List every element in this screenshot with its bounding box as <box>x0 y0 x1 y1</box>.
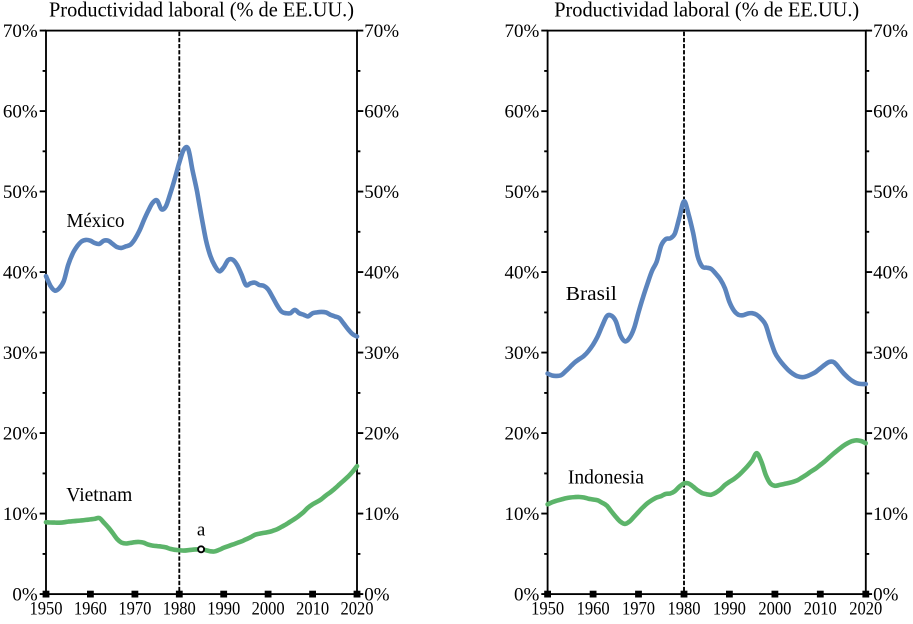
svg-text:40%: 40% <box>364 263 399 284</box>
svg-text:1980: 1980 <box>668 599 701 620</box>
svg-text:Indonesia: Indonesia <box>568 467 644 489</box>
svg-text:0%: 0% <box>873 585 899 606</box>
svg-text:1990: 1990 <box>207 599 240 620</box>
svg-text:60%: 60% <box>3 102 38 123</box>
svg-text:50%: 50% <box>3 182 38 203</box>
svg-text:20%: 20% <box>3 424 38 445</box>
svg-text:10%: 10% <box>873 504 908 525</box>
svg-text:50%: 50% <box>504 182 539 203</box>
svg-text:0%: 0% <box>364 585 390 606</box>
svg-text:1960: 1960 <box>74 599 107 620</box>
svg-text:30%: 30% <box>504 343 539 364</box>
svg-text:a: a <box>197 520 206 541</box>
svg-text:60%: 60% <box>504 102 539 123</box>
svg-text:30%: 30% <box>364 343 399 364</box>
svg-text:40%: 40% <box>504 263 539 284</box>
svg-text:2010: 2010 <box>804 599 837 620</box>
svg-text:20%: 20% <box>873 424 908 445</box>
svg-text:1960: 1960 <box>577 599 610 620</box>
svg-text:50%: 50% <box>364 182 399 203</box>
svg-text:1980: 1980 <box>163 599 196 620</box>
svg-text:2020: 2020 <box>341 599 374 620</box>
svg-text:50%: 50% <box>873 182 908 203</box>
svg-text:México: México <box>67 210 125 232</box>
svg-text:1950: 1950 <box>30 599 63 620</box>
svg-text:70%: 70% <box>3 21 38 42</box>
svg-text:30%: 30% <box>3 343 38 364</box>
svg-text:2010: 2010 <box>296 599 329 620</box>
svg-text:10%: 10% <box>364 504 399 525</box>
svg-text:Brasil: Brasil <box>566 283 617 305</box>
svg-text:60%: 60% <box>873 102 908 123</box>
svg-text:70%: 70% <box>364 21 399 42</box>
svg-text:1970: 1970 <box>622 599 655 620</box>
svg-text:10%: 10% <box>3 504 38 525</box>
svg-text:70%: 70% <box>873 21 908 42</box>
svg-text:40%: 40% <box>3 263 38 284</box>
svg-text:2020: 2020 <box>849 599 882 620</box>
svg-text:20%: 20% <box>364 424 399 445</box>
svg-text:2000: 2000 <box>758 599 791 620</box>
svg-text:2000: 2000 <box>252 599 285 620</box>
svg-text:0%: 0% <box>12 585 38 606</box>
svg-text:70%: 70% <box>504 21 539 42</box>
svg-text:Productividad laboral (% de EE: Productividad laboral (% de EE.UU.) <box>554 0 859 21</box>
svg-text:20%: 20% <box>504 424 539 445</box>
svg-text:10%: 10% <box>504 504 539 525</box>
svg-text:60%: 60% <box>364 102 399 123</box>
svg-text:1950: 1950 <box>531 599 564 620</box>
svg-text:Productividad laboral (% de EE: Productividad laboral (% de EE.UU.) <box>49 0 354 21</box>
svg-text:40%: 40% <box>873 263 908 284</box>
svg-text:30%: 30% <box>873 343 908 364</box>
svg-text:0%: 0% <box>514 585 540 606</box>
svg-text:1990: 1990 <box>713 599 746 620</box>
svg-text:1970: 1970 <box>118 599 151 620</box>
svg-text:Vietnam: Vietnam <box>66 484 132 506</box>
